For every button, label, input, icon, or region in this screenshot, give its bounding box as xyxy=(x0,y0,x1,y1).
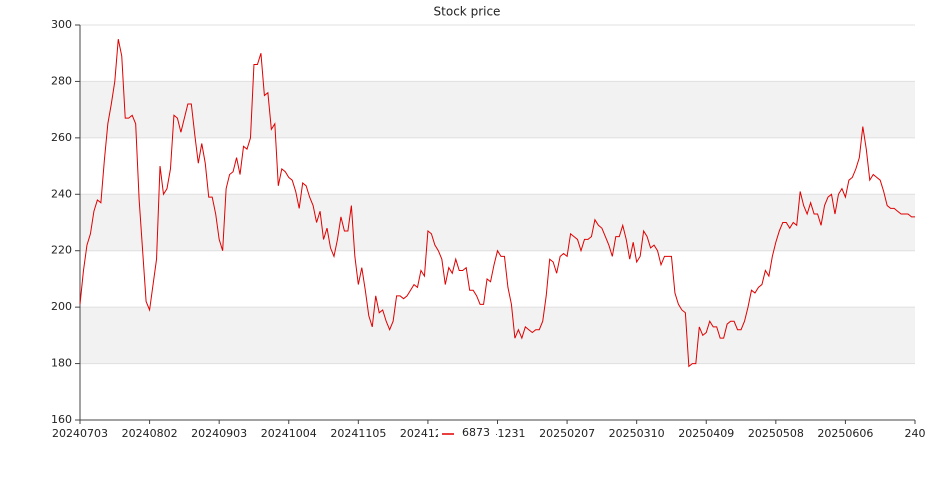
x-tick-label: 20241004 xyxy=(261,427,317,440)
y-tick-label: 300 xyxy=(51,18,72,31)
y-tick-label: 240 xyxy=(51,187,72,200)
legend-box xyxy=(438,425,496,442)
grid-band xyxy=(80,307,915,364)
y-tick-label: 280 xyxy=(51,74,72,87)
x-tick-label: 20240802 xyxy=(122,427,178,440)
y-tick-label: 220 xyxy=(51,244,72,257)
x-tick-label: 20250310 xyxy=(609,427,665,440)
x-tick-label: 20241105 xyxy=(330,427,386,440)
y-tick-label: 200 xyxy=(51,300,72,313)
x-tick-label: 20240903 xyxy=(191,427,247,440)
legend-label: 6873 xyxy=(462,426,490,439)
grid-band xyxy=(80,81,915,138)
x-tick-label: 240 xyxy=(905,427,926,440)
x-tick-label: 20250606 xyxy=(817,427,873,440)
chart-title: Stock price xyxy=(434,5,501,19)
y-tick-label: 160 xyxy=(51,413,72,426)
x-tick-label: 20250409 xyxy=(678,427,734,440)
y-tick-label: 260 xyxy=(51,131,72,144)
grid-band xyxy=(80,194,915,251)
legend: 6873 xyxy=(438,425,496,442)
y-tick-label: 180 xyxy=(51,357,72,370)
x-tick-label: 20240703 xyxy=(52,427,108,440)
line xyxy=(79,39,915,368)
x-tick-label: 20250207 xyxy=(539,427,595,440)
x-tick-label: 20250508 xyxy=(748,427,804,440)
